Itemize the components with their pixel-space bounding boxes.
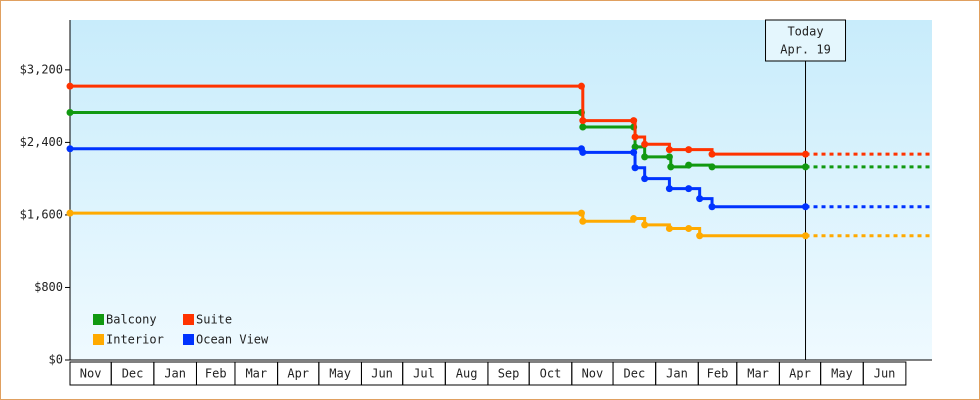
x-tick-label: Jun [874, 367, 896, 381]
x-tick-label: Feb [205, 367, 227, 381]
data-point [685, 146, 693, 154]
x-tick-label: Mar [245, 367, 267, 381]
x-tick-label: Jul [413, 367, 435, 381]
x-tick-label: Dec [122, 367, 144, 381]
y-tick-label: $800 [34, 280, 63, 294]
data-point [630, 148, 638, 156]
series-line [70, 84, 806, 156]
data-point [665, 146, 673, 154]
x-tick-label: Apr [287, 367, 309, 381]
data-point [802, 163, 810, 171]
data-point [696, 195, 704, 203]
data-point [66, 82, 74, 90]
x-tick-label: Feb [707, 367, 729, 381]
data-point [802, 150, 810, 158]
data-point [685, 225, 693, 233]
legend-swatch [183, 314, 194, 325]
data-point [708, 150, 716, 158]
data-point [708, 203, 716, 211]
legend-label: Ocean View [196, 333, 269, 347]
data-point [685, 161, 693, 169]
x-tick-label: Jan [666, 367, 688, 381]
x-tick-label: May [831, 367, 853, 381]
data-point [802, 203, 810, 211]
data-point [66, 145, 74, 153]
today-box [765, 19, 847, 62]
legend-label: Balcony [106, 313, 157, 327]
x-tick-label: Oct [540, 367, 562, 381]
x-tick-label: May [329, 367, 351, 381]
y-tick-label: $2,400 [20, 135, 63, 149]
x-tick-label: Dec [624, 367, 646, 381]
legend-label: Interior [106, 333, 164, 347]
x-tick-label: Jun [371, 367, 393, 381]
y-tick-label: $1,600 [20, 207, 63, 221]
x-tick-label: Aug [456, 367, 478, 381]
data-point [685, 185, 693, 193]
x-tick-label: Apr [789, 367, 811, 381]
data-point [579, 217, 587, 225]
legend-label: Suite [196, 313, 232, 327]
data-point [641, 175, 649, 183]
data-point [579, 123, 587, 131]
data-point [708, 163, 716, 171]
data-point [665, 185, 673, 193]
y-tick-label: $0 [49, 353, 63, 367]
data-point [641, 221, 649, 229]
data-point [696, 232, 704, 240]
data-point [631, 143, 639, 151]
data-point [630, 215, 638, 223]
data-point [665, 225, 673, 233]
x-tick-cell [862, 361, 907, 386]
data-point [631, 164, 639, 172]
data-point [66, 108, 74, 116]
data-point [577, 82, 585, 90]
plot-area [70, 20, 932, 360]
x-tick-label: Nov [80, 367, 102, 381]
x-tick-label: Jan [164, 367, 186, 381]
today-label: Apr. 19 [780, 43, 831, 57]
x-tick-label: Sep [498, 367, 520, 381]
data-point [579, 117, 587, 125]
data-point [667, 163, 675, 171]
data-point [66, 209, 74, 217]
data-point [641, 153, 649, 161]
x-tick-label: Nov [582, 367, 604, 381]
data-point [579, 148, 587, 156]
data-point [641, 140, 649, 148]
today-label: Today [787, 25, 823, 39]
data-point [577, 209, 585, 217]
data-point [665, 153, 673, 161]
legend-swatch [183, 334, 194, 345]
legend-swatch [93, 334, 104, 345]
data-point [631, 133, 639, 141]
x-tick-label: Mar [747, 367, 769, 381]
data-point [630, 117, 638, 125]
data-point [802, 232, 810, 240]
legend-swatch [93, 314, 104, 325]
y-tick-label: $3,200 [20, 62, 63, 76]
